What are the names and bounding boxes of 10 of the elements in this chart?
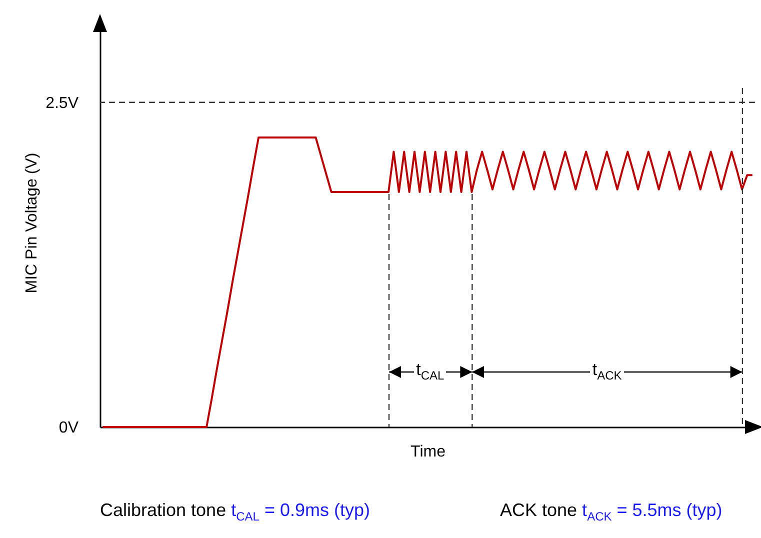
y-tick-label: 2.5V [46,94,79,112]
x-axis-title: Time [410,444,446,460]
y-tick-label: 0V [58,420,79,436]
annotation: t$_{CAL}$ [414,360,446,383]
text: ACK tone [500,500,578,520]
text: t$_{CAL}$ = 0.9ms (typ) [231,500,370,524]
y-axis-title: MIC Pin Voltage (V) [24,152,41,294]
text: Calibration tone [100,500,226,520]
text: t$_{ACK}$ = 5.5ms (typ) [582,500,722,524]
annotation: t$_{ACK}$ [590,360,624,383]
